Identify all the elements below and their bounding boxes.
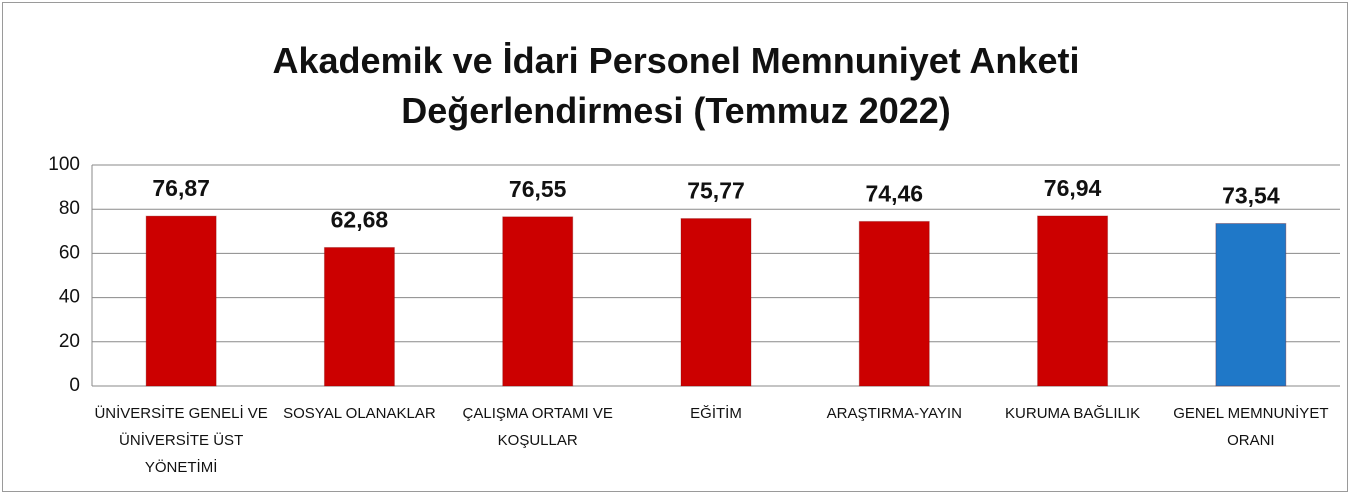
x-tick-label: ÇALIŞMA ORTAMI VE KOŞULLAR	[462, 405, 613, 449]
value-label: 62,68	[331, 207, 389, 233]
x-tick-label: EĞİTİM	[690, 405, 742, 422]
x-tick-label: GENEL MEMNUNİYET ORANI	[1173, 405, 1329, 449]
y-tick-label: 20	[59, 331, 80, 352]
value-label: 73,54	[1222, 183, 1280, 209]
value-label: 76,87	[152, 175, 210, 201]
y-tick-label: 60	[59, 242, 80, 263]
bar	[323, 246, 395, 387]
bar	[1037, 215, 1109, 387]
bar	[1215, 222, 1287, 387]
value-label: 76,94	[1044, 175, 1102, 201]
x-tick-label: SOSYAL OLANAKLAR	[283, 405, 436, 422]
value-label: 76,55	[509, 176, 567, 202]
bar	[145, 215, 217, 387]
y-tick-label: 80	[59, 198, 80, 219]
x-tick-label: ARAŞTIRMA-YAYIN	[826, 405, 962, 422]
y-tick-label: 0	[69, 375, 80, 396]
x-tick-label: ÜNİVERSİTE GENELİ VE ÜNİVERSİTE ÜST YÖNE…	[94, 405, 268, 476]
x-tick-label: KURUMA BAĞLILIK	[1005, 405, 1141, 422]
chart-title: Akademik ve İdari Personel Memnuniyet An…	[272, 40, 1080, 131]
bar	[502, 216, 574, 387]
y-tick-label: 100	[48, 154, 80, 175]
bar	[858, 220, 930, 387]
bar	[680, 218, 752, 387]
value-label: 75,77	[687, 178, 745, 204]
y-tick-label: 40	[59, 287, 80, 308]
value-label: 74,46	[866, 181, 924, 207]
